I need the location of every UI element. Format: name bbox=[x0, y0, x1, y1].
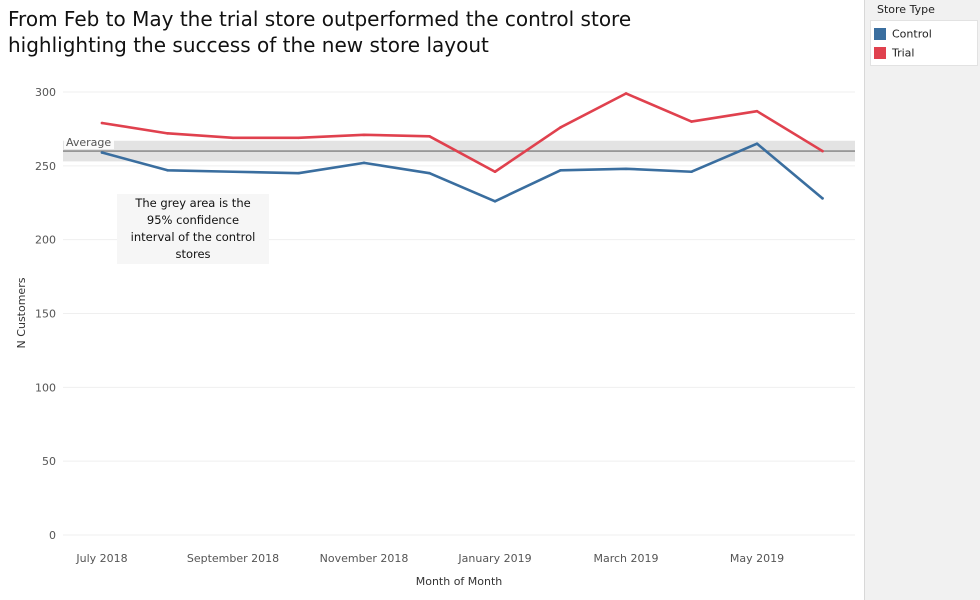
point-trial-2019-05 bbox=[755, 109, 759, 113]
chart-title: From Feb to May the trial store outperfo… bbox=[8, 6, 858, 58]
y-tick-label-250: 250 bbox=[35, 160, 56, 173]
confidence-note-line-2: 95% confidence bbox=[146, 213, 240, 227]
point-control-2019-04 bbox=[690, 170, 693, 174]
x-tick-label-2018-11: November 2018 bbox=[320, 552, 409, 565]
legend-swatch-trial bbox=[874, 47, 886, 59]
x-tick-label-2019-01: January 2019 bbox=[457, 552, 531, 565]
point-trial-2018-09 bbox=[231, 136, 235, 140]
x-axis-title: Month of Month bbox=[416, 575, 503, 588]
y-axis-title: N Customers bbox=[15, 277, 28, 348]
y-tick-label-300: 300 bbox=[35, 86, 56, 99]
point-trial-2018-12 bbox=[428, 135, 431, 138]
point-control-2019-06 bbox=[821, 197, 824, 200]
average-label: Average bbox=[66, 136, 111, 149]
point-trial-2019-03 bbox=[624, 92, 628, 95]
y-tick-label-200: 200 bbox=[35, 234, 56, 247]
legend-title: Store Type bbox=[877, 3, 935, 16]
series-line-trial bbox=[100, 92, 824, 174]
point-trial-2018-11 bbox=[362, 133, 366, 137]
legend-box bbox=[870, 20, 978, 66]
y-tick-label-0: 0 bbox=[49, 529, 56, 542]
confidence-note-line-4: stores bbox=[175, 247, 211, 261]
x-tick-label-2019-05: May 2019 bbox=[730, 552, 784, 565]
confidence-note-line-3: interval of the control bbox=[130, 230, 256, 244]
point-control-2018-12 bbox=[428, 171, 431, 175]
point-control-2019-05 bbox=[755, 142, 759, 145]
point-control-2018-08 bbox=[166, 168, 169, 172]
point-control-2019-02 bbox=[559, 168, 562, 172]
point-control-2019-03 bbox=[624, 167, 628, 171]
confidence-note-line-1: The grey area is the bbox=[135, 196, 251, 210]
point-trial-2019-01 bbox=[493, 170, 497, 174]
chart-title-line-2: highlighting the success of the new stor… bbox=[8, 33, 489, 57]
point-trial-2019-04 bbox=[690, 120, 693, 123]
point-control-2018-07 bbox=[100, 151, 104, 154]
x-tick-label-2019-03: March 2019 bbox=[593, 552, 658, 565]
point-trial-2019-06 bbox=[821, 149, 824, 153]
legend-label-control: Control bbox=[892, 27, 932, 41]
x-tick-label-2018-09: September 2018 bbox=[187, 552, 279, 565]
legend-swatch-control bbox=[874, 28, 886, 40]
legend-item-trial[interactable]: Trial bbox=[874, 46, 914, 60]
series-line-control bbox=[100, 142, 824, 203]
point-trial-2018-10 bbox=[297, 136, 300, 140]
point-trial-2018-07 bbox=[100, 121, 104, 125]
point-control-2018-11 bbox=[362, 161, 366, 165]
x-tick-label-2018-07: July 2018 bbox=[75, 552, 127, 565]
point-trial-2018-08 bbox=[166, 132, 169, 135]
y-tick-label-50: 50 bbox=[42, 455, 56, 468]
chart-title-line-1: From Feb to May the trial store outperfo… bbox=[8, 7, 632, 31]
y-tick-label-100: 100 bbox=[35, 381, 56, 394]
confidence-note: The grey area is the 95% confidence inte… bbox=[117, 194, 269, 264]
point-control-2018-09 bbox=[231, 170, 235, 174]
average-label-bg bbox=[64, 136, 114, 150]
y-tick-label-150: 150 bbox=[35, 308, 56, 321]
legend-label-trial: Trial bbox=[892, 46, 915, 60]
point-control-2019-01 bbox=[493, 199, 497, 203]
legend-panel bbox=[864, 0, 980, 600]
legend-item-control[interactable]: Control bbox=[874, 27, 932, 41]
point-trial-2019-02 bbox=[559, 126, 562, 129]
point-control-2018-10 bbox=[297, 171, 300, 175]
